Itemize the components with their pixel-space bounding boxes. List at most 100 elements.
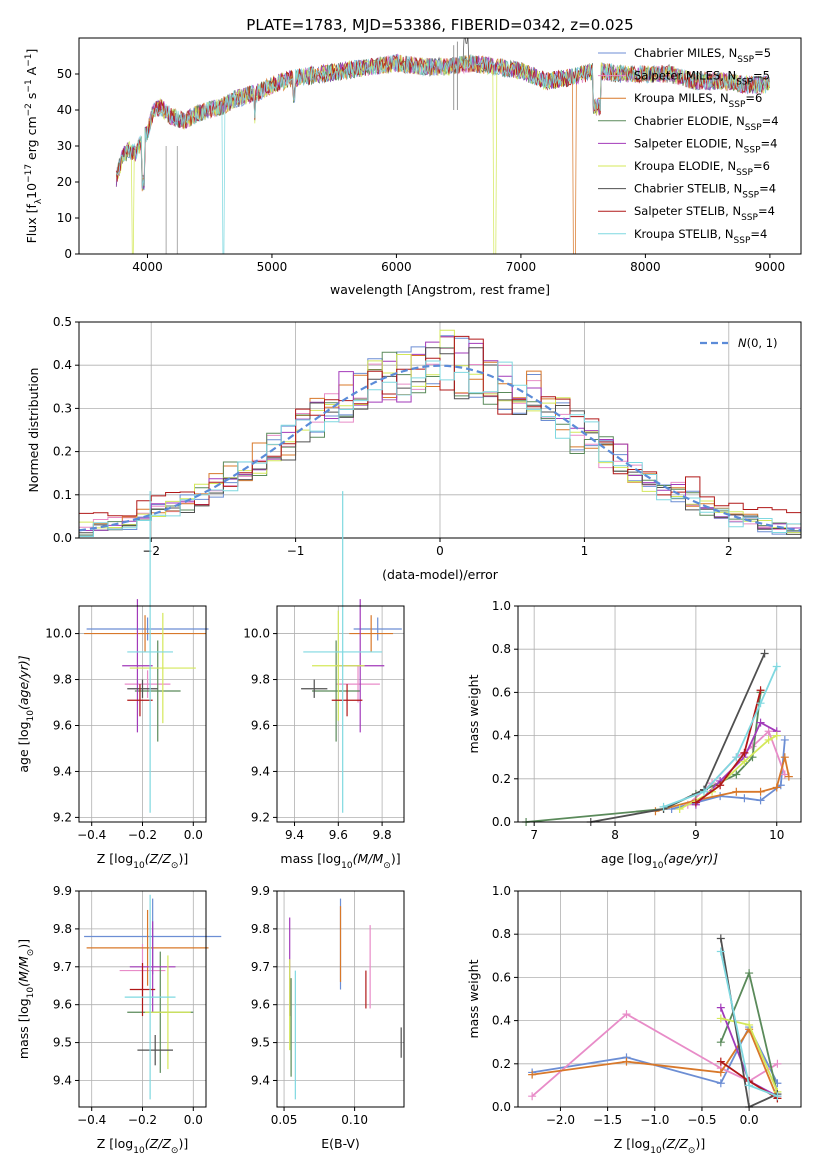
x-tick-label: 9.4 [285, 828, 304, 842]
y-tick-label: 10.0 [243, 627, 270, 641]
y-tick-label: 1.0 [492, 884, 511, 898]
axes-spectrum: 4000 5000 6000 7000 8000 9000 0 10 20 30 40 50 [57, 67, 785, 274]
x-tick-label: −0.5 [687, 1113, 716, 1127]
y-tick-label: 9.6 [53, 998, 72, 1012]
spectrum-line [115, 55, 770, 254]
axes-residuals: −2 −1 0 1 2 0.0 0.1 0.2 0.3 0.4 0.5 [53, 315, 801, 558]
legend-entry-part: Kroupa ELODIE, N [634, 159, 736, 173]
x-tick-label: 0.0 [184, 828, 203, 842]
scatter-x-label-age_vs_Z-part: 10 [133, 861, 145, 871]
spectrum-y-label-part: s [24, 93, 39, 104]
legend-entry: Salpeter STELIB, NSSP=4 [634, 204, 775, 223]
axes-mass_vs_ebv: 0.05 0.10 9.4 9.5 9.6 9.7 9.8 9.9 [251, 884, 404, 1127]
errorbar-group [289, 898, 402, 1100]
axes-frame-age_vs_Z [78, 605, 207, 823]
legend-entry-part: = [745, 91, 755, 105]
scatter-x-label-age_vs_Z-part: Z [log [97, 851, 133, 866]
normal-curve [79, 364, 801, 532]
x-tick-label: 10 [769, 828, 784, 842]
weight-marker [780, 770, 789, 779]
y-tick-label: 9.8 [53, 673, 72, 687]
y-tick-label: 0.2 [492, 1057, 511, 1071]
weight-marker [716, 947, 725, 956]
legend-entry: Chabrier ELODIE, NSSP=4 [634, 114, 779, 133]
legend-entry-part: SSP [744, 145, 761, 155]
legend-entry: Chabrier STELIB, NSSP=4 [634, 182, 776, 201]
scatter-x-label-age_vs_mass-part: mass [log [280, 851, 341, 866]
normal-legend-label: N(0, 1) [738, 336, 778, 350]
weight-marker [756, 796, 765, 805]
y-tick-label: 0.0 [53, 531, 72, 545]
y-tick-label: 9.2 [251, 810, 270, 824]
x-tick-label: 1 [581, 544, 589, 558]
spectrum-y-label-part: −2 [24, 103, 34, 116]
scatter-x-label-age_vs_mass-part: 10 [341, 861, 353, 871]
x-tick-label: −2.0 [546, 1113, 575, 1127]
legend-entry-part: Chabrier MILES, N [634, 46, 737, 60]
legend-entry-part: 5 [763, 69, 770, 83]
y-tick-label: 10.0 [45, 627, 72, 641]
normal-legend-label-part: N [738, 336, 747, 350]
weight-x-label-weight_vs_age: age [log10(age/yr)] [601, 851, 718, 871]
x-tick-label: 6000 [381, 260, 412, 274]
x-tick-label: 0.0 [184, 1113, 203, 1127]
legend-entry-part: = [754, 46, 764, 60]
x-tick-label: 0.10 [341, 1113, 368, 1127]
x-tick-label: −1.0 [640, 1113, 669, 1127]
spectrum-y-label-part: 10 [24, 183, 39, 199]
y-tick-label: 0.2 [492, 772, 511, 786]
spectrum-y-label-part: λ [34, 198, 44, 204]
weight-marker [716, 1057, 725, 1066]
x-tick-label: −0.4 [77, 1113, 106, 1127]
legend-entry-part: SSP [736, 168, 753, 178]
y-tick-label: 1.0 [492, 599, 511, 613]
legend-entry-part: 4 [768, 204, 775, 218]
scatter-y-label-mass_vs_Z-part: )] [16, 939, 31, 949]
weight-x-label-weight_vs_Z: Z [log10(Z/Z⊙)] [614, 1136, 705, 1156]
legend-entry-part: Kroupa MILES, N [634, 91, 729, 105]
y-tick-label: 0.8 [492, 642, 511, 656]
axes-weight_vs_Z: −2.0 −1.5 −1.0 −0.5 0.0 0.0 0.2 0.4 0.6 0.8 1.0 [492, 884, 801, 1127]
axes-frame-mass_vs_Z [78, 890, 207, 1108]
weight-series [526, 692, 762, 823]
legend-entry-part: 4 [769, 182, 776, 196]
legend-entry-part: = [750, 227, 760, 241]
spectrum-y-label: Flux [fλ10−17 erg cm−2 s−1 A−1] [24, 49, 44, 244]
legend-entry-part: = [753, 69, 763, 83]
weight-marker [675, 805, 684, 814]
scatter-x-label-age_vs_mass-part: )] [391, 851, 401, 866]
scatter-x-label-mass_vs_Z-part: Z [log [97, 1136, 133, 1151]
scatter-x-label-age_vs_Z-part: ⊙ [171, 861, 179, 871]
legend-entry: Chabrier MILES, NSSP=5 [634, 46, 771, 65]
weight-marker [772, 783, 781, 792]
y-tick-label: 0.8 [492, 927, 511, 941]
axes-frame-weight_vs_Z [517, 890, 802, 1108]
y-tick-label: 10 [57, 211, 72, 225]
scatter-y-label-age_vs_Z-part: age [log [16, 721, 31, 772]
x-tick-label: 4000 [132, 260, 163, 274]
legend-entry-part: = [759, 182, 769, 196]
scatter-y-label-mass_vs_Z-part: ⊙ [26, 949, 36, 957]
scatter-x-label-mass_vs_Z-part: 10 [133, 1146, 145, 1156]
weight-marker [764, 727, 773, 736]
y-tick-label: 9.8 [251, 922, 270, 936]
scatter-x-label-mass_vs_Z-part: ⊙ [171, 1146, 179, 1156]
weight-marker [732, 787, 741, 796]
x-tick-label: 7 [530, 828, 538, 842]
legend-entry-part: 5 [764, 46, 771, 60]
legend-entry: Salpeter ELODIE, NSSP=4 [634, 136, 777, 155]
x-tick-label: 2 [725, 544, 733, 558]
scatter-x-label-mass_vs_Z: Z [log10(Z/Z⊙)] [97, 1136, 188, 1156]
weight-marker [716, 1079, 725, 1088]
scatter-y-label-mass_vs_Z-part: 10 [26, 987, 36, 999]
x-tick-label: −0.2 [128, 1113, 157, 1127]
errorbar-group [84, 894, 222, 1100]
legend-entry: Salpeter MILES, NSSP=5 [634, 69, 770, 88]
axes-weight_vs_age: 7 8 9 10 0.0 0.2 0.4 0.6 0.8 1.0 [492, 599, 801, 842]
spectrum-line [115, 55, 770, 188]
weight-marker [780, 735, 789, 744]
y-tick-label: 0.5 [53, 315, 72, 329]
weight-x-label-weight_vs_age-part: (age/yr)] [663, 851, 718, 866]
y-tick-label: 9.6 [53, 718, 72, 732]
legend-entry: Kroupa ELODIE, NSSP=6 [634, 159, 770, 178]
